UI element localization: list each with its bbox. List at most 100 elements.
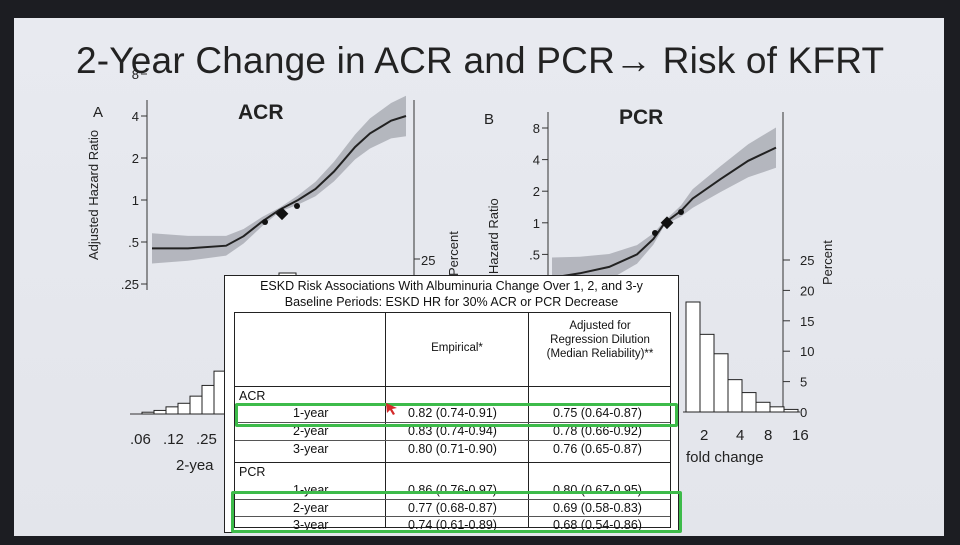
row-divider [235, 422, 670, 423]
right-tick-label: 15 [800, 314, 814, 329]
panel-b-x-label: fold change [686, 449, 764, 466]
panel-a-x-label: 2-yea [176, 457, 214, 474]
panel-a-x-tick: .06 [130, 431, 151, 448]
panel-b-title: PCR [619, 106, 663, 129]
hist-bar [755, 401, 771, 413]
highlight-box-acr-1-year [235, 403, 678, 427]
slide-title: 2-Year Change in ACR and PCR→ Risk of KF… [76, 40, 885, 81]
table-divider [235, 386, 670, 387]
hist-bar [769, 406, 785, 413]
hist-bar [741, 392, 757, 413]
right-tick-label: 25 [800, 253, 814, 268]
panel-b-marker [678, 209, 684, 215]
panel-b-x-tick: 8 [764, 427, 772, 444]
row-period: 3-year [293, 518, 329, 532]
group-label-pcr: PCR [239, 465, 266, 479]
highlight-box-pcr-2-3-year [231, 491, 682, 533]
hist-bar [727, 379, 743, 413]
panel-b-letter: B [484, 111, 494, 128]
hist-bar [783, 408, 799, 413]
row-empirical: 0.82 (0.74-0.91) [408, 406, 497, 420]
table-divider [385, 313, 386, 527]
group-label-acr: ACR [239, 389, 266, 403]
panel-a-reference-diamond [275, 207, 289, 221]
col-header-adjusted: Adjusted for Regression Dilution (Median… [530, 319, 670, 361]
row-empirical: 0.80 (0.71-0.90) [408, 442, 497, 456]
row-divider [235, 516, 670, 517]
y-tick-label: .5 [529, 247, 540, 262]
row-divider [235, 440, 670, 441]
panel-a-right-label: Percent [446, 231, 461, 276]
panel-b-x-tick: 16 [792, 427, 809, 444]
panel-b-y-label: d Hazard Ratio [486, 198, 501, 285]
hist-bar [713, 353, 729, 413]
panel-a-x-tick: .12 [163, 431, 184, 448]
table-divider [528, 313, 529, 527]
panel-a-marker [262, 219, 268, 225]
panel-b-histogram [685, 301, 799, 413]
col-header-adjusted-line: Regression Dilution [550, 334, 650, 346]
panel-a-ci-band [152, 95, 406, 264]
hist-bar [201, 384, 215, 415]
table-caption-line-2: Baseline Periods: ESKD HR for 30% ACR or… [284, 295, 619, 309]
y-tick-label: 8 [533, 121, 540, 136]
row-divider [235, 499, 670, 500]
right-tick-label: 10 [800, 344, 814, 359]
panel-a-title: ACR [238, 101, 284, 124]
panel-b-marker [652, 230, 658, 236]
panel-a-y-label: Adjusted Hazard Ratio [86, 130, 101, 260]
y-tick-label: 4 [533, 153, 540, 168]
y-tick-label: 4 [132, 109, 139, 124]
table-grid: Empirical* Adjusted for Regression Dilut… [234, 312, 671, 532]
panel-b-x-tick: 4 [736, 427, 744, 444]
panel-a-x-tick: .25 [196, 431, 217, 448]
col-header-adjusted-line: (Median Reliability)** [546, 348, 654, 360]
col-header-adjusted-line: Adjusted for [569, 320, 631, 332]
panel-b-ci-band [552, 127, 776, 298]
row-adjusted: 0.78 (0.66-0.92) [553, 424, 642, 438]
hist-bar [699, 333, 715, 413]
row-adjusted: 0.69 (0.58-0.83) [553, 501, 642, 515]
table-caption: ESKD Risk Associations With Albuminuria … [225, 278, 678, 310]
y-tick-label: .5 [128, 235, 139, 250]
right-tick-label: 0 [800, 405, 807, 420]
hist-bar [685, 301, 701, 413]
col-header-empirical: Empirical* [431, 342, 483, 354]
panel-b-right-ticks: 25 20 15 10 5 0 [783, 253, 814, 420]
y-tick-label: 2 [132, 151, 139, 166]
row-adjusted: 0.76 (0.65-0.87) [553, 442, 642, 456]
y-tick-label: 2 [533, 184, 540, 199]
right-tick-label: 20 [800, 283, 814, 298]
row-adjusted: 0.68 (0.54-0.86) [553, 518, 642, 532]
right-tick-label: 5 [800, 375, 807, 390]
row-empirical: 0.83 (0.74-0.94) [408, 424, 497, 438]
row-period: 2-year [293, 501, 329, 515]
hist-bar [153, 409, 167, 415]
estimates-table: ESKD Risk Associations With Albuminuria … [224, 275, 682, 533]
hist-bar [177, 402, 191, 415]
panel-b-right-label: Percent [820, 240, 835, 285]
table-caption-line-1: ESKD Risk Associations With Albuminuria … [260, 279, 643, 293]
y-tick-label: 1 [132, 193, 139, 208]
hist-bar [141, 411, 155, 415]
panel-a-marker [294, 203, 300, 209]
y-tick-label: 8 [132, 67, 139, 82]
row-empirical: 0.74 (0.61-0.89) [408, 518, 497, 532]
row-period: 3-year [293, 442, 329, 456]
panel-b-x-tick: 2 [700, 427, 708, 444]
row-period: 1-year [293, 406, 329, 420]
row-empirical: 0.77 (0.68-0.87) [408, 501, 497, 515]
hist-bar [165, 406, 179, 415]
row-adjusted: 0.75 (0.64-0.87) [553, 406, 642, 420]
pointer-cursor-icon [386, 403, 397, 415]
panel-a-y-ticks: 8 4 2 1 .5 .25 [121, 67, 147, 292]
y-tick-label: .25 [121, 277, 139, 292]
panel-a-letter: A [93, 104, 103, 121]
table-divider [235, 462, 670, 463]
panel-a-right-tick-label: 25 [421, 253, 435, 268]
row-period: 2-year [293, 424, 329, 438]
y-tick-label: 1 [533, 216, 540, 231]
panel-a-line [152, 115, 407, 250]
hist-bar [189, 395, 203, 415]
